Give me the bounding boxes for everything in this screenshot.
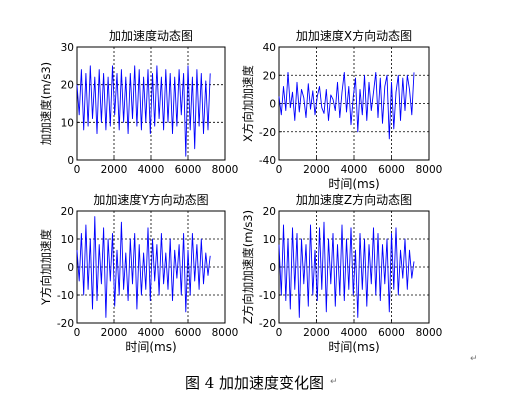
chart-4-y-tick-label: 0 <box>269 262 276 274</box>
chart-4-y-tick-label: -10 <box>259 290 276 302</box>
chart-3-y-tick-label: 0 <box>67 262 74 274</box>
chart-1-y-tick-label: 0 <box>67 155 74 167</box>
chart-4-x-tick-label: 4000 <box>341 327 368 339</box>
chart-2-y-tick-label: 0 <box>269 99 276 111</box>
chart-1-y-axis-label: 加加速度(m/s3) <box>39 62 53 145</box>
paragraph-mark-1: ↵ <box>470 354 478 364</box>
chart-1-series-line <box>76 65 211 157</box>
chart-3-x-tick-label: 2000 <box>101 327 128 339</box>
chart-2-y-tick-label: -40 <box>259 155 276 167</box>
chart-2-series-line <box>278 71 415 140</box>
chart-2-x-axis-label: 时间(ms) <box>328 177 379 191</box>
chart-3-series-line <box>76 216 211 318</box>
chart-1-x-tick-label: 4000 <box>138 164 165 176</box>
chart-1-x-tick-label: 6000 <box>175 164 202 176</box>
chart-4-x-tick-label: 0 <box>276 327 283 339</box>
chart-2-y-axis-label: X方向加加速度 <box>241 65 255 142</box>
chart-4-y-tick-label: 10 <box>263 234 276 246</box>
paragraph-mark-2: ↵ <box>330 377 338 387</box>
chart-3-x-tick-label: 0 <box>74 327 81 339</box>
chart-2-x-tick-label: 2000 <box>303 164 330 176</box>
chart-3-y-tick-label: 10 <box>61 234 74 246</box>
chart-3-x-tick-label: 8000 <box>212 327 239 339</box>
chart-3-y-tick-label: -20 <box>57 318 74 330</box>
chart-1-y-tick-label: 20 <box>61 80 74 92</box>
chart-4-x-tick-label: 6000 <box>378 327 405 339</box>
chart-2-x-tick-label: 6000 <box>378 164 405 176</box>
chart-2-title: 加加速度X方向动态图 <box>296 28 412 43</box>
chart-4-title: 加加速度Z方向动态图 <box>296 192 412 207</box>
chart-4-y-axis-label: Z方向加加速度(m/s3) <box>241 210 255 324</box>
chart-2-x-tick-label: 8000 <box>416 164 443 176</box>
chart-4-x-tick-label: 2000 <box>303 327 330 339</box>
chart-4-x-axis-label: 时间(ms) <box>328 340 379 354</box>
chart-3-y-tick-label: 20 <box>61 206 74 218</box>
chart-1-y-tick-label: 30 <box>61 42 74 54</box>
chart-1-y-tick-label: 10 <box>61 117 74 129</box>
chart-4-y-tick-label: -20 <box>259 318 276 330</box>
chart-2-y-tick-label: -20 <box>259 127 276 139</box>
chart-3-y-tick-label: -10 <box>57 290 74 302</box>
chart-1-title: 加加速度动态图 <box>109 28 193 43</box>
chart-4-y-tick-label: 20 <box>263 206 276 218</box>
chart-2-y-tick-label: 20 <box>263 70 276 82</box>
chart-1-x-tick-label: 0 <box>74 164 81 176</box>
chart-2-y-tick-label: 40 <box>263 42 276 54</box>
chart-4-series-line <box>278 221 415 318</box>
chart-3-x-axis-label: 时间(ms) <box>125 340 176 354</box>
figure-caption: 图 4 加加速度变化图 <box>184 374 325 392</box>
chart-1-x-tick-label: 8000 <box>212 164 239 176</box>
chart-3-title: 加加速度Y方向动态图 <box>93 192 208 207</box>
chart-3-x-tick-label: 4000 <box>138 327 165 339</box>
chart-3-y-axis-label: Y方向加加速度 <box>39 228 53 306</box>
chart-2-x-tick-label: 4000 <box>341 164 368 176</box>
chart-3-x-tick-label: 6000 <box>175 327 202 339</box>
chart-2-x-tick-label: 0 <box>276 164 283 176</box>
chart-1-x-tick-label: 2000 <box>101 164 128 176</box>
chart-4-x-tick-label: 8000 <box>416 327 443 339</box>
